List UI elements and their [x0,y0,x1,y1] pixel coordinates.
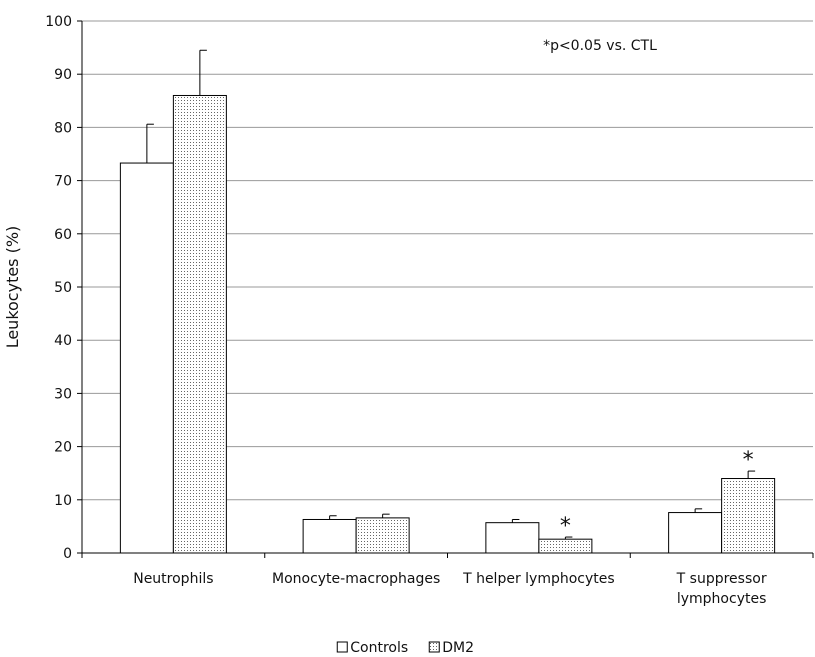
error-bar [511,518,520,523]
legend-label: DM2 [442,640,474,656]
bar [302,518,357,554]
bar [485,522,540,554]
x-tick-label: T suppressor lymphocytes [676,571,767,607]
x-tick-label: Neutrophils [133,571,214,587]
error-bar [329,515,337,520]
error-bar [199,49,207,96]
legend-swatch [428,641,440,653]
y-axis-label: Leukocytes (%) [3,226,22,349]
y-tick-label: 30 [54,386,72,402]
x-tick-label: Monocyte-macrophages [271,571,441,587]
error-bar [146,123,154,164]
error-bar [694,508,703,513]
bar [172,94,227,554]
significance-marker: * [743,448,754,473]
y-tick-label: 80 [54,120,72,136]
legend-swatch [336,641,348,653]
legend-label: Controls [350,640,408,656]
y-tick-label: 60 [54,227,72,243]
annotation: *p<0.05 vs. CTL [543,38,657,54]
bar [538,538,593,554]
y-tick-label: 0 [63,546,72,562]
y-tick-label: 20 [54,440,72,456]
y-tick-label: 50 [54,280,72,296]
bar [355,517,410,554]
y-tick-label: 10 [54,493,72,509]
y-tick-label: 70 [54,174,72,190]
error-bar [747,470,756,479]
bar [119,162,174,554]
y-tick-label: 40 [54,333,72,349]
y-tick-label: 90 [54,67,72,83]
error-bar [382,513,390,518]
error-bar [564,536,573,540]
bar [668,512,723,554]
x-tick-label: T helper lymphocytes [463,571,615,587]
significance-marker: * [560,514,571,539]
y-tick-label: 100 [45,14,72,30]
bar [721,478,776,554]
